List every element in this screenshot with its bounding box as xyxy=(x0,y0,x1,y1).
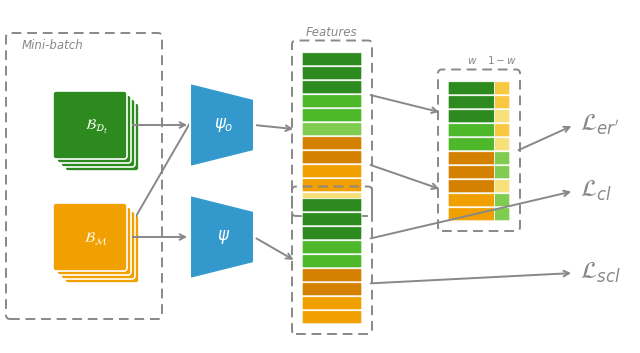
FancyBboxPatch shape xyxy=(302,123,362,136)
FancyBboxPatch shape xyxy=(53,203,127,271)
FancyBboxPatch shape xyxy=(302,297,362,310)
FancyBboxPatch shape xyxy=(448,82,496,95)
FancyBboxPatch shape xyxy=(57,207,131,275)
FancyBboxPatch shape xyxy=(65,215,139,283)
FancyBboxPatch shape xyxy=(302,199,362,212)
FancyBboxPatch shape xyxy=(302,179,362,192)
FancyBboxPatch shape xyxy=(494,208,510,221)
FancyBboxPatch shape xyxy=(302,67,362,80)
Text: $w$: $w$ xyxy=(467,55,477,66)
FancyBboxPatch shape xyxy=(302,227,362,240)
FancyBboxPatch shape xyxy=(302,137,362,150)
FancyBboxPatch shape xyxy=(302,255,362,268)
FancyBboxPatch shape xyxy=(494,82,510,95)
Text: $\mathcal{B}_{\mathcal{M}}$: $\mathcal{B}_{\mathcal{M}}$ xyxy=(84,230,108,248)
FancyBboxPatch shape xyxy=(494,180,510,193)
FancyBboxPatch shape xyxy=(302,95,362,108)
Text: $\psi$: $\psi$ xyxy=(218,228,230,246)
FancyBboxPatch shape xyxy=(494,152,510,165)
FancyBboxPatch shape xyxy=(494,96,510,109)
FancyBboxPatch shape xyxy=(302,241,362,254)
FancyBboxPatch shape xyxy=(448,180,496,193)
FancyBboxPatch shape xyxy=(302,311,362,324)
FancyBboxPatch shape xyxy=(494,124,510,137)
FancyBboxPatch shape xyxy=(65,103,139,171)
Polygon shape xyxy=(190,83,254,167)
Text: $\mathcal{B}_{\mathcal{D}_t}$: $\mathcal{B}_{\mathcal{D}_t}$ xyxy=(84,118,108,136)
FancyBboxPatch shape xyxy=(448,166,496,179)
FancyBboxPatch shape xyxy=(302,151,362,164)
Text: Features: Features xyxy=(306,26,358,40)
FancyBboxPatch shape xyxy=(494,110,510,123)
Text: Mini-batch: Mini-batch xyxy=(22,39,84,52)
FancyBboxPatch shape xyxy=(302,283,362,296)
Polygon shape xyxy=(190,195,254,279)
FancyBboxPatch shape xyxy=(448,110,496,123)
Text: $\psi_o$: $\psi_o$ xyxy=(214,116,234,134)
FancyBboxPatch shape xyxy=(57,95,131,163)
FancyBboxPatch shape xyxy=(494,166,510,179)
FancyBboxPatch shape xyxy=(302,213,362,226)
FancyBboxPatch shape xyxy=(302,269,362,282)
FancyBboxPatch shape xyxy=(448,124,496,137)
Text: $\mathcal{L}_{cl}$: $\mathcal{L}_{cl}$ xyxy=(580,179,612,203)
FancyBboxPatch shape xyxy=(448,138,496,151)
Text: $\mathcal{L}_{er'}$: $\mathcal{L}_{er'}$ xyxy=(580,113,620,137)
FancyBboxPatch shape xyxy=(494,138,510,151)
FancyBboxPatch shape xyxy=(494,194,510,207)
Text: $1-w$: $1-w$ xyxy=(487,54,517,66)
FancyBboxPatch shape xyxy=(61,99,135,167)
FancyBboxPatch shape xyxy=(302,193,362,206)
FancyBboxPatch shape xyxy=(302,165,362,178)
FancyBboxPatch shape xyxy=(302,53,362,66)
FancyBboxPatch shape xyxy=(448,208,496,221)
FancyBboxPatch shape xyxy=(448,96,496,109)
FancyBboxPatch shape xyxy=(61,211,135,279)
FancyBboxPatch shape xyxy=(302,81,362,94)
FancyBboxPatch shape xyxy=(302,109,362,122)
FancyBboxPatch shape xyxy=(448,194,496,207)
FancyBboxPatch shape xyxy=(53,91,127,159)
Text: $\mathcal{L}_{scl}$: $\mathcal{L}_{scl}$ xyxy=(580,261,621,285)
FancyBboxPatch shape xyxy=(448,152,496,165)
